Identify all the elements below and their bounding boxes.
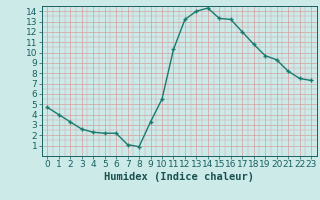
X-axis label: Humidex (Indice chaleur): Humidex (Indice chaleur)	[104, 172, 254, 182]
